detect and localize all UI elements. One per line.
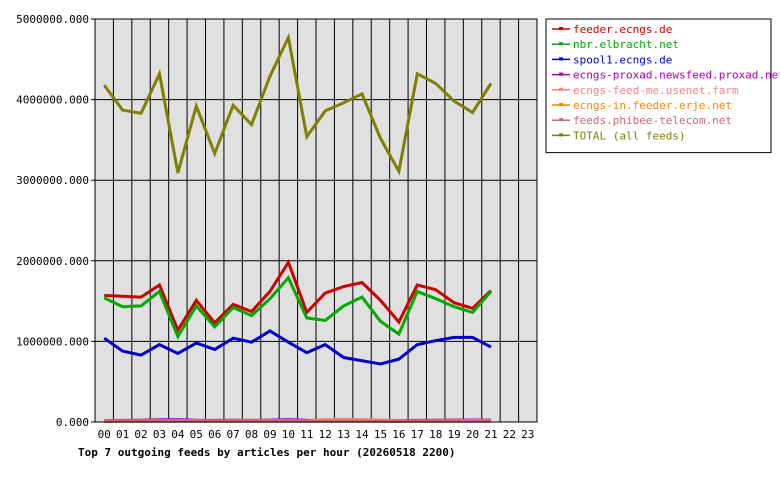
legend-label: feeds.phibee-telecom.net — [573, 114, 732, 127]
legend-box — [545, 18, 772, 154]
x-tick-label: 14 — [355, 428, 369, 441]
legend-marker — [559, 57, 563, 61]
x-tick-label: 10 — [282, 428, 295, 441]
series-line — [103, 32, 493, 176]
legend-label: ecngs-proxad.newsfeed.proxad.net — [573, 69, 780, 82]
y-tick-label: 0.000 — [56, 416, 89, 429]
x-tick-label: 01 — [116, 428, 129, 441]
x-tick-label: 06 — [208, 428, 221, 441]
x-tick-label: 18 — [429, 428, 442, 441]
plot-frame — [94, 18, 538, 423]
y-axis-ticks: 0.000 1000000.000 2000000.000 3000000.000 40… — [16, 13, 89, 429]
legend-label: nbr.elbracht.net — [573, 38, 679, 51]
x-tick-label: 13 — [337, 428, 350, 441]
legend-marker — [559, 42, 563, 46]
x-tick-label: 23 — [521, 428, 534, 441]
legend-marker — [559, 118, 563, 122]
legend-label: TOTAL (all feeds) — [573, 129, 686, 142]
x-tick-label: 07 — [227, 428, 240, 441]
legend-label: spool1.ecngs.de — [573, 53, 672, 66]
x-tick-label: 04 — [171, 428, 185, 441]
x-tick-label: 02 — [134, 428, 147, 441]
x-tick-label: 20 — [466, 428, 479, 441]
x-tick-label: 17 — [411, 428, 424, 441]
y-tick-label: 5000000.000 — [16, 13, 89, 26]
x-axis-ticks: 00 01 02 03 04 05 06 07 08 09 10 11 12 13 14 15 16 17 18 19… — [98, 428, 535, 441]
x-tick-label: 19 — [448, 428, 461, 441]
y-tick-label: 1000000.000 — [16, 335, 89, 348]
legend-marker — [559, 87, 563, 91]
legend-label: ecngs-feed-me.usenet.farm — [573, 84, 739, 97]
x-tick-label: 22 — [503, 428, 516, 441]
x-tick-label: 11 — [300, 428, 313, 441]
series-line — [104, 259, 492, 334]
x-tick-label: 05 — [190, 428, 203, 441]
legend-marker — [559, 27, 563, 30]
legend-label: feeder.ecngs.de — [573, 23, 672, 36]
x-tick-label: 08 — [245, 428, 258, 441]
chart-title: Top 7 outgoing feeds by articles per hou… — [78, 446, 456, 459]
series-lines — [103, 32, 493, 423]
y-tick-label: 2000000.000 — [16, 255, 89, 268]
x-tick-label: 16 — [392, 428, 405, 441]
series-line — [103, 274, 493, 340]
x-tick-label: 00 — [98, 428, 111, 441]
x-tick-label: 03 — [153, 428, 166, 441]
x-tick-label: 15 — [374, 428, 387, 441]
x-tick-label: 21 — [484, 428, 497, 441]
y-tick-label: 3000000.000 — [16, 174, 89, 187]
legend-marker — [559, 133, 563, 137]
legend-marker — [559, 103, 563, 106]
legend: feeder.ecngs.de nbr.elbracht.net spool1.ec… — [545, 18, 780, 154]
y-tick-label: 4000000.000 — [16, 94, 89, 107]
legend-marker — [559, 72, 563, 76]
legend-label: ecngs-in.feeder.erje.net — [573, 99, 732, 112]
x-tick-label: 12 — [319, 428, 332, 441]
x-tick-label: 09 — [263, 428, 276, 441]
series-line — [103, 329, 492, 366]
